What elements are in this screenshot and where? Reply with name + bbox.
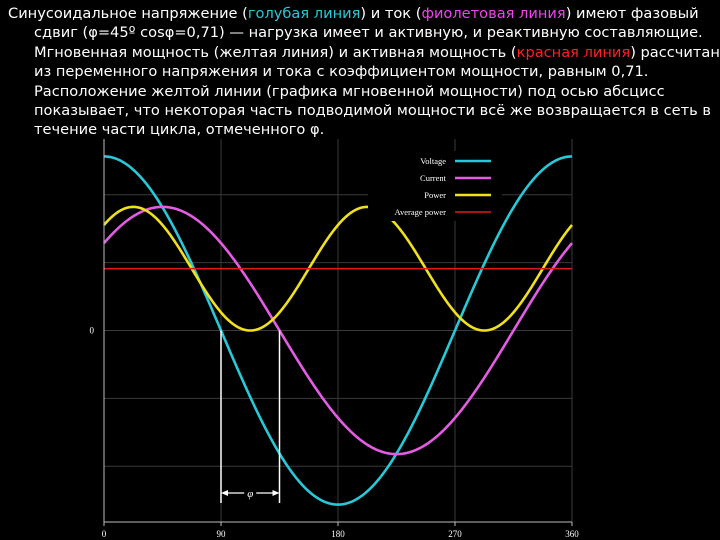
legend-label: Voltage: [420, 156, 446, 166]
caption-line-5: Расположение желтой линии (графика мгнов…: [34, 82, 665, 100]
caption-blue-line-label: голубая линия: [247, 5, 361, 22]
phi-annotation: φ: [220, 330, 281, 503]
series-layer: [103, 155, 573, 506]
legend-box: [368, 151, 502, 221]
phi-label: φ: [247, 488, 253, 500]
x-tick-label: 270: [448, 529, 462, 539]
legend-label: Power: [424, 190, 446, 200]
series-power: [103, 205, 573, 332]
legend-label: Current: [420, 173, 447, 183]
y-tick-label: 0: [90, 326, 95, 336]
caption-red-line-label: красная линия: [516, 43, 631, 61]
series-current: [103, 205, 573, 456]
axes: 0 90 180 270 360 0: [90, 139, 579, 539]
phi-arrowhead-right: [272, 490, 280, 496]
caption-line-4: из переменного напряжения и тока с коэфф…: [34, 63, 649, 81]
legend: Voltage Current Power Average power: [368, 151, 502, 221]
caption-line-1: Синусоидальное напряжение (голубая линия…: [8, 4, 714, 23]
caption-text: ) рассчитаны: [630, 43, 720, 61]
caption-text: Синусоидальное напряжение (: [8, 5, 248, 22]
series-voltage: [103, 155, 573, 506]
x-tick-label: 90: [217, 529, 227, 539]
caption-line-6: показывает, что некоторая часть подводим…: [34, 102, 711, 120]
caption-line-2: сдвиг (φ=45º cosφ=0,71) — нагрузка имеет…: [34, 24, 703, 42]
caption-line-7: течение части цикла, отмеченного φ.: [34, 121, 325, 139]
phi-arrowhead-left: [221, 490, 228, 496]
caption: Синусоидальное напряжение (голубая линия…: [8, 4, 720, 140]
x-tick-label: 180: [331, 529, 345, 539]
legend-label: Average power: [394, 207, 446, 217]
caption-violet-line-label: фиолетовая линия: [421, 5, 566, 22]
x-tick-label: 0: [102, 529, 107, 539]
caption-text: ) имеют фазовый: [565, 5, 699, 22]
caption-text: ) и ток (: [360, 5, 422, 22]
caption-line-3: Мгновенная мощность (желтая линия) и акт…: [8, 43, 720, 62]
x-tick-label: 360: [565, 529, 579, 539]
phi-label-backdrop: [244, 486, 257, 500]
caption-text: Мгновенная мощность (желтая линия) и акт…: [34, 43, 517, 61]
